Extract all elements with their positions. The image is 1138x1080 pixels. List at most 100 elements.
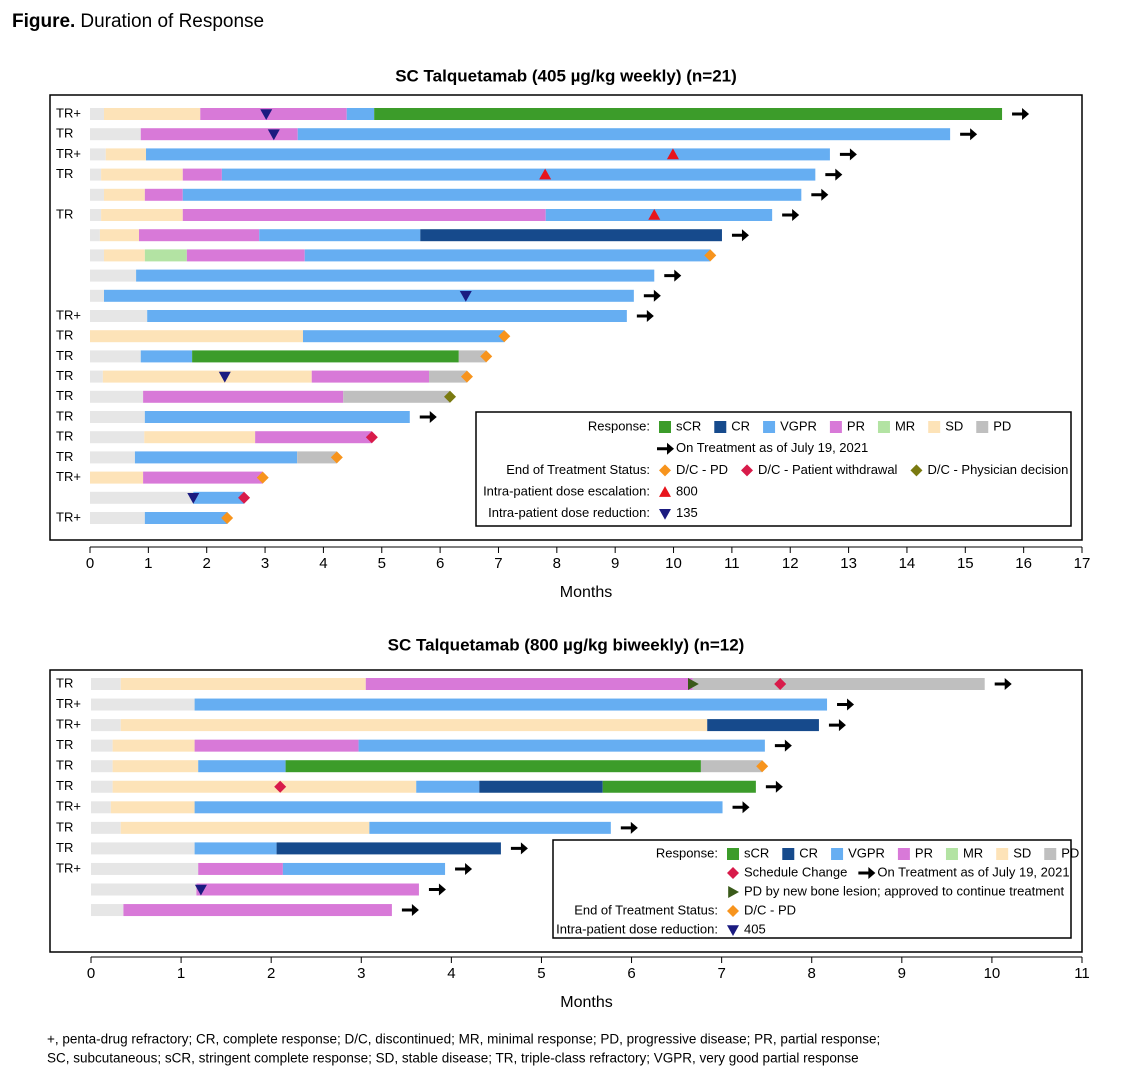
ongoing-arrow [837,698,855,711]
row-label: TR+ [56,105,81,120]
event-marker [459,291,472,302]
bar-segment [90,431,145,444]
x-tick-label: 7 [494,555,502,572]
bar-segment [101,209,183,221]
x-tick-label: 4 [319,555,327,572]
bar-segment [182,168,222,181]
bar-segment [144,249,187,262]
bar-segment [143,471,263,484]
legend-marker [763,421,776,433]
x-tick-label: 1 [144,555,152,572]
bar-segment [255,431,372,444]
event-marker [218,371,231,383]
bar-segment [182,209,546,221]
bar-segment [104,108,201,120]
bar-segment [90,249,105,262]
bar-segment [90,148,106,161]
legend-label: Response: [656,845,718,860]
ongoing-arrow [1012,108,1030,120]
bar-segment [692,678,985,690]
row-label: TR+ [56,799,81,814]
x-tick-label: 10 [984,965,1001,982]
x-tick-label: 7 [717,965,725,982]
event-marker [774,678,787,690]
legend-marker [659,421,671,433]
bar-segment [143,390,344,403]
row-label: TR [56,449,73,464]
bar-segment [120,821,370,834]
legend-marker [727,925,739,936]
row-label: TR [56,758,73,773]
bar-segment [91,780,113,793]
bar-segment [221,168,816,181]
bar-segment [91,842,195,855]
row-label: TR+ [56,469,81,484]
bar-segment [120,678,366,690]
bar-segment [358,739,765,752]
bar-segment [285,760,701,773]
row-label: TR [56,429,73,444]
bar-segment [91,760,113,773]
bar-segment [186,249,305,262]
bar-segment [104,249,145,262]
legend-marker [910,464,923,477]
ongoing-arrow [510,842,528,855]
legend-item: VGPR [780,418,817,433]
x-axis-label: Months [560,584,612,601]
legend-marker [897,848,910,860]
event-marker [238,491,251,504]
row-label: TR+ [56,307,81,322]
legend-label: End of Treatment Status: [574,902,718,917]
event-marker [365,431,378,444]
legend-item: VGPR [848,845,885,860]
bar-segment [104,289,634,302]
bar-segment [90,411,145,423]
bar-segment [123,904,392,917]
legend-item: 405 [744,921,766,936]
legend-marker [877,421,890,433]
row-label: TR [56,206,73,221]
bar-segment [90,370,103,383]
event-marker [666,148,679,160]
x-tick-label: 16 [1015,555,1032,572]
legend-marker [858,867,876,879]
bar-segment [91,678,121,690]
ongoing-arrow [765,780,783,793]
bar-segment [91,904,124,917]
event-marker [498,330,511,343]
legend-label: Response: [588,418,650,433]
event-marker [688,678,699,690]
bar-segment [194,698,828,711]
event-marker [221,512,234,524]
bar-segment [144,411,410,423]
bar-segment [112,739,195,752]
legend-marker [659,509,671,520]
bar-segment [90,188,105,201]
ongoing-arrow [811,188,829,201]
legend-marker [782,848,795,860]
x-tick-label: 0 [86,555,94,572]
event-marker [274,780,287,793]
legend-box [552,839,1072,939]
legend-marker [728,886,739,898]
x-tick-label: 17 [1074,555,1091,572]
event-marker [260,109,273,120]
legend-item: MR [895,418,915,433]
legend-marker [829,421,842,433]
legend-item: SD [1013,845,1031,860]
ongoing-arrow [839,148,857,161]
bar-segment [90,390,144,403]
legend-marker [741,464,753,477]
bar-segment [297,451,337,464]
footnote: SC, subcutaneous; sCR, stringent complet… [47,1051,859,1066]
bar-segment [91,862,199,875]
event-marker [756,760,769,773]
legend-marker [659,464,671,477]
bar-segment [139,229,260,242]
bar-segment [374,108,1003,120]
bar-segment [110,801,195,814]
bar-segment [90,330,303,343]
bar-segment [90,108,105,120]
footnote: +, penta-drug refractory; CR, complete r… [47,1032,880,1047]
